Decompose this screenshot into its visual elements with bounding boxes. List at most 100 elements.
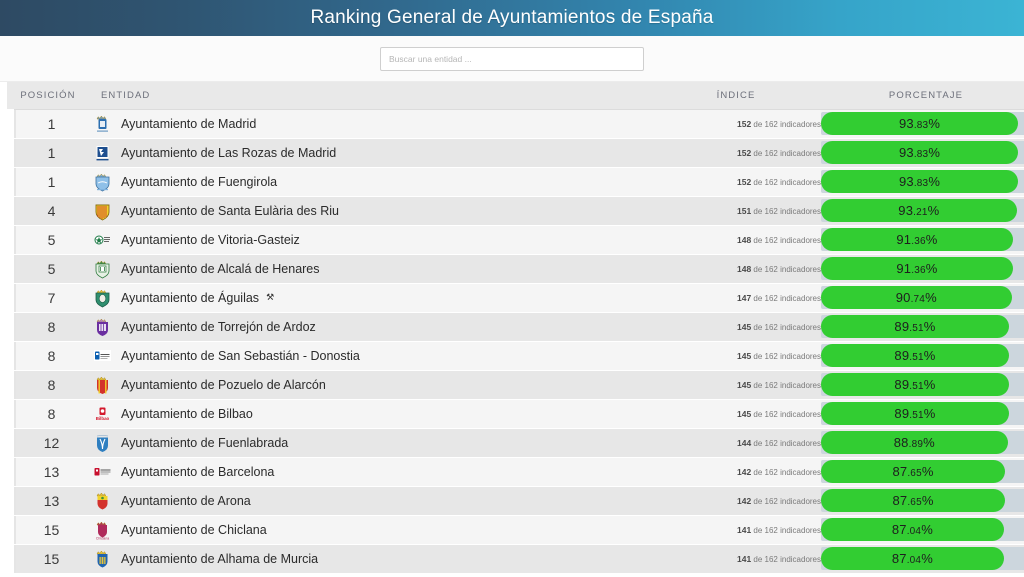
percentage-integer: 87	[892, 493, 908, 508]
percentage-integer: 88	[893, 435, 909, 450]
table-row[interactable]: 12 Ayuntamiento de Fuenlabrada 144 de 162 …	[0, 428, 1024, 458]
table-row[interactable]: 1 Ayuntamiento de Madrid 152 de 162 indica…	[0, 109, 1024, 139]
progress-bar: 93.83%	[821, 141, 1019, 164]
percentage-integer: 87	[891, 551, 907, 566]
cell-entity: Bilbao Ayuntamiento de Bilbao	[89, 399, 681, 429]
index-count: 152	[736, 118, 752, 129]
column-header-position[interactable]: POSICIÓN	[7, 82, 89, 110]
column-header-entity[interactable]: ENTIDAD	[89, 82, 681, 110]
entity-name[interactable]: Ayuntamiento de Alcalá de Henares	[121, 261, 320, 276]
logo-donostia-icon	[91, 344, 113, 368]
index-suffix: de 162 indicadores	[751, 380, 821, 390]
entity-name[interactable]: Ayuntamiento de Alhama de Murcia	[121, 551, 319, 566]
percentage-label: 93.83%	[899, 116, 940, 131]
table-row[interactable]: 8 Ayuntamiento de San Sebastián - Donosti…	[0, 341, 1024, 371]
table-row[interactable]: 5 Ayuntamiento de Alcalá de Henares 148 de…	[0, 254, 1024, 284]
cell-percentage: 87.65%	[821, 486, 1024, 516]
entity-name[interactable]: Ayuntamiento de Las Rozas de Madrid	[121, 145, 337, 160]
table-row[interactable]: 13 Ayuntamiento de Arona 142 de 162 indica…	[0, 486, 1024, 516]
entity-name[interactable]: Ayuntamiento de Fuenlabrada	[121, 435, 289, 450]
cell-index: 152 de 162 indicadores	[681, 109, 821, 139]
table-row[interactable]: 1 Ayuntamiento de Fuengirola 152 de 162 in…	[0, 167, 1024, 197]
cell-percentage: 88.89%	[821, 428, 1024, 458]
search-input[interactable]	[380, 46, 644, 71]
index-count: 141	[736, 524, 752, 535]
percentage-integer: 90	[895, 290, 911, 305]
logo-barcelona-icon	[91, 460, 113, 484]
percentage-label: 91.36%	[896, 232, 937, 247]
entity-name[interactable]: Ayuntamiento de Chiclana	[121, 522, 267, 537]
index-count: 142	[736, 466, 752, 477]
percentage-integer: 91	[896, 261, 912, 276]
coat-of-arms-fuenlabrada-icon	[91, 431, 113, 455]
percentage-integer: 93	[898, 116, 914, 131]
percentage-label: 93.83%	[899, 145, 940, 160]
cell-entity: Ayuntamiento de Águilas ⚒	[89, 283, 681, 313]
progress-bar: 91.36%	[821, 228, 1013, 251]
table-row[interactable]: 15 Ayuntamiento de Alhama de Murcia 141 de…	[0, 544, 1024, 574]
index-count: 141	[736, 553, 752, 564]
cell-percentage: 87.04%	[821, 544, 1024, 574]
percentage-decimal: .51	[909, 323, 924, 334]
table-row[interactable]: 4 Ayuntamiento de Santa Eulària des Riu 15…	[0, 196, 1024, 226]
table-row[interactable]: 8 Ayuntamiento de Pozuelo de Alarcón 145 d…	[0, 370, 1024, 400]
progress-track: 89.51%	[821, 373, 1024, 396]
column-header-percentage[interactable]: PORCENTAJE	[821, 82, 1024, 110]
cell-position: 8	[0, 341, 89, 371]
percentage-decimal: .51	[909, 352, 924, 363]
cell-percentage: 93.83%	[821, 109, 1024, 139]
entity-name[interactable]: Ayuntamiento de Vitoria-Gasteiz	[121, 232, 300, 247]
column-header-index[interactable]: ÍNDICE	[681, 82, 821, 110]
entity-name[interactable]: Ayuntamiento de Pozuelo de Alarcón	[121, 377, 326, 392]
index-count: 147	[736, 292, 752, 303]
entity-name[interactable]: Ayuntamiento de Arona	[121, 493, 251, 508]
entity-name[interactable]: Ayuntamiento de Bilbao	[121, 406, 253, 421]
percent-sign: %	[921, 464, 934, 479]
table-row[interactable]: 5 Ayuntamiento de Vitoria-Gasteiz 148 de 1…	[0, 225, 1024, 255]
table-row[interactable]: 8 Ayuntamiento de Torrejón de Ardoz 145 de…	[0, 312, 1024, 342]
index-count: 142	[736, 495, 752, 506]
progress-bar: 89.51%	[821, 344, 1009, 367]
percentage-decimal: .21	[913, 207, 928, 218]
table-row[interactable]: 7 Ayuntamiento de Águilas ⚒ 147 de 162 indi…	[0, 283, 1024, 313]
coat-of-arms-aguilas-icon	[91, 286, 113, 310]
entity-name[interactable]: Ayuntamiento de Águilas	[121, 290, 260, 305]
percentage-label: 93.83%	[899, 174, 940, 189]
cell-index: 148 de 162 indicadores	[681, 225, 821, 255]
index-count: 145	[736, 350, 752, 361]
percentage-label: 93.21%	[898, 203, 939, 218]
progress-track: 87.04%	[821, 547, 1024, 570]
progress-track: 89.51%	[821, 402, 1024, 425]
entity-name[interactable]: Ayuntamiento de Santa Eulària des Riu	[121, 203, 339, 218]
entity-name[interactable]: Ayuntamiento de Torrejón de Ardoz	[121, 319, 316, 334]
cell-position: 15	[0, 544, 89, 574]
entity-name[interactable]: Ayuntamiento de San Sebastián - Donostia	[121, 348, 360, 363]
progress-track: 91.36%	[821, 228, 1024, 251]
table-row[interactable]: 15 Chiclana Ayuntamiento de Chiclana 141 de…	[0, 515, 1024, 545]
progress-track: 93.21%	[821, 199, 1024, 222]
cell-entity: Ayuntamiento de Alcalá de Henares	[89, 254, 681, 284]
index-suffix: de 162 indicadores	[751, 177, 821, 187]
index-count: 148	[736, 234, 752, 245]
percentage-label: 89.51%	[894, 406, 935, 421]
cell-entity: Ayuntamiento de Santa Eulària des Riu	[89, 196, 681, 226]
table-row[interactable]: 8 Bilbao Ayuntamiento de Bilbao 145 de 162 …	[0, 399, 1024, 429]
coat-of-arms-pozuelo-icon	[91, 373, 113, 397]
cell-index: 148 de 162 indicadores	[681, 254, 821, 284]
entity-name[interactable]: Ayuntamiento de Madrid	[121, 116, 257, 131]
entity-name[interactable]: Ayuntamiento de Fuengirola	[121, 174, 278, 189]
index-suffix: de 162 indicadores	[751, 322, 821, 332]
table-row[interactable]: 13 Ayuntamiento de Barcelona 142 de 162 in…	[0, 457, 1024, 487]
progress-bar: 87.65%	[821, 460, 1006, 483]
index-count: 144	[736, 437, 752, 448]
percentage-integer: 89	[894, 319, 910, 334]
entity-name[interactable]: Ayuntamiento de Barcelona	[121, 464, 275, 479]
cell-index: 147 de 162 indicadores	[681, 283, 821, 313]
table-row[interactable]: 1 Ayuntamiento de Las Rozas de Madrid 152 …	[0, 138, 1024, 168]
percentage-label: 91.36%	[896, 261, 937, 276]
percent-sign: %	[928, 174, 941, 189]
percent-sign: %	[923, 435, 935, 450]
percent-sign: %	[923, 377, 936, 392]
percent-sign: %	[927, 203, 940, 218]
cell-index: 141 de 162 indicadores	[681, 544, 821, 574]
